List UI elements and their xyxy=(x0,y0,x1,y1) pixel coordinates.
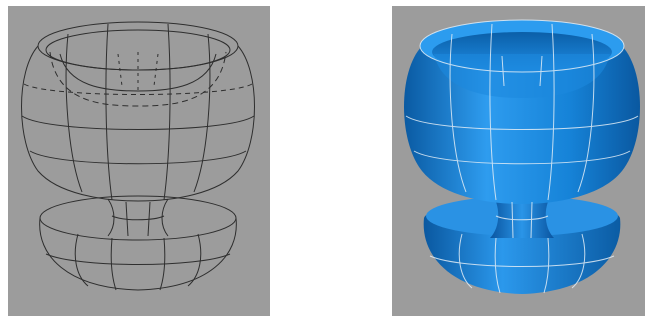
foot-meridian-isoline xyxy=(543,237,550,294)
bowl-meridian-line xyxy=(193,33,211,193)
foot-meridian-line xyxy=(159,237,166,291)
viewport-background xyxy=(8,6,270,316)
goblet-wireframe xyxy=(21,21,255,291)
bowl-inner-lip xyxy=(59,53,217,92)
rim-inner-edge xyxy=(45,29,231,71)
foot-meridian-isoline xyxy=(571,233,586,289)
bowl-meridian-line xyxy=(163,23,171,201)
bowl-silhouette xyxy=(21,45,255,202)
wireframe-goblet-drawing xyxy=(8,6,270,316)
inner-hidden-line xyxy=(153,53,159,87)
bowl-meridian-line xyxy=(105,23,113,201)
stem-meridian-line xyxy=(147,201,151,237)
stem-ring-line xyxy=(111,215,165,221)
bowl-inner-hidden-line xyxy=(49,51,227,107)
stem-ring-isoline xyxy=(495,215,549,221)
bowl-meridian-line xyxy=(65,33,83,193)
bowl-latitude-isoline xyxy=(405,115,639,130)
inner-hidden-line xyxy=(117,53,123,87)
wireframe-viewport[interactable] xyxy=(8,6,270,316)
foot-meridian-line xyxy=(110,237,117,291)
foot-latitude-line xyxy=(45,253,231,265)
bowl-interior-shadow xyxy=(434,54,610,98)
foot-meridian-line xyxy=(74,233,89,287)
rim-isoline xyxy=(419,19,625,73)
goblet-shaded xyxy=(404,20,640,294)
foot-meridian-isoline xyxy=(494,237,501,294)
interior-isoline xyxy=(501,55,505,87)
shaded-viewport[interactable] xyxy=(392,6,645,316)
stem-isoline xyxy=(511,201,514,239)
bowl-meridian-isoline xyxy=(577,33,595,193)
shaded-goblet-drawing xyxy=(392,6,645,316)
foot-silhouette xyxy=(39,217,237,291)
bowl-latitude-line xyxy=(29,150,247,165)
bowl-latitude-isoline xyxy=(413,150,631,165)
bowl-latitude-line xyxy=(21,115,255,130)
interior-isoline xyxy=(539,55,543,87)
foot-meridian-isoline xyxy=(458,233,473,289)
stem-isoline xyxy=(530,201,533,239)
bowl-meridian-isoline xyxy=(489,23,497,201)
bowl-meridian-isoline xyxy=(547,23,555,201)
bowl-meridian-isoline xyxy=(449,33,467,193)
stem-left-edge xyxy=(107,198,115,237)
foot-meridian-line xyxy=(187,233,202,287)
stem-right-edge xyxy=(161,198,169,237)
surface-isolines xyxy=(405,19,639,294)
stem-meridian-line xyxy=(125,201,129,237)
foot-latitude-isoline xyxy=(429,255,615,267)
